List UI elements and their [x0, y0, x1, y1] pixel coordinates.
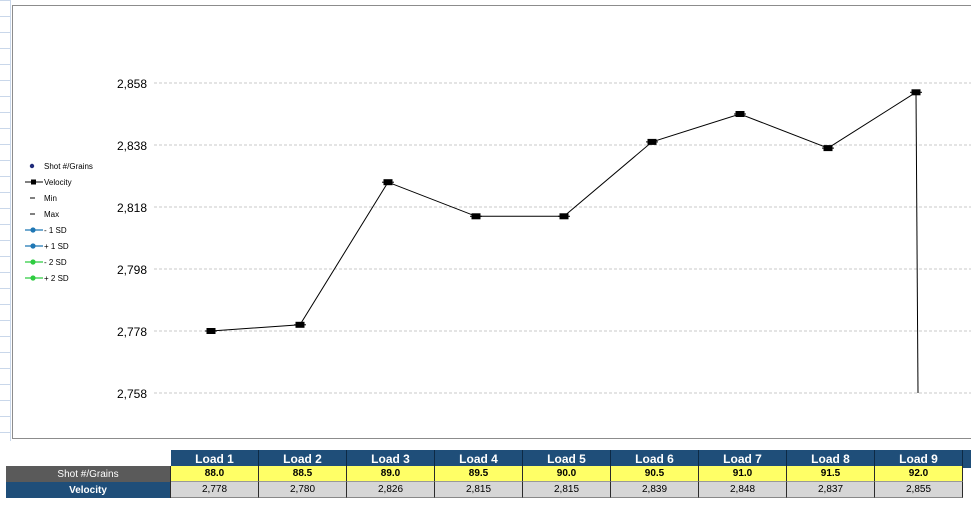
- legend-item[interactable]: - 1 SD: [24, 222, 93, 238]
- table-header-cell: Load 1: [171, 450, 259, 468]
- table-header-cell: Load 6: [611, 450, 699, 468]
- table-header-row: Load 1 Load 2 Load 3 Load 4 Load 5 Load 6 Load…: [171, 450, 971, 468]
- legend-item[interactable]: + 2 SD: [24, 270, 93, 286]
- legend-label: Max: [44, 209, 60, 219]
- legend-symbol-icon: [30, 197, 35, 199]
- legend-symbol-icon: [25, 227, 43, 233]
- shot-grains-cell[interactable]: 92.0: [875, 466, 963, 482]
- drop-line: [915, 92, 919, 394]
- legend-symbol-icon: [30, 213, 35, 215]
- table-header-cell: Load 7: [699, 450, 787, 468]
- table-header-cell: Load 8: [787, 450, 875, 468]
- velocity-cell[interactable]: 2,855: [875, 482, 963, 498]
- legend-label: Shot #/Grains: [44, 161, 93, 171]
- table-header-cell: Load 9: [875, 450, 963, 468]
- table-row-velocity: Velocity 2,778 2,780 2,826 2,815 2,815 2,839 2…: [6, 482, 963, 498]
- legend-item[interactable]: Max: [24, 206, 93, 222]
- shot-grains-cell[interactable]: 89.5: [435, 466, 523, 482]
- table-header-cell: Load 3: [347, 450, 435, 468]
- y-tick-label: 2,798: [117, 263, 147, 277]
- legend-label: - 1 SD: [44, 225, 67, 235]
- legend-label: + 1 SD: [44, 241, 69, 251]
- shot-grains-cell[interactable]: 91.5: [787, 466, 875, 482]
- shot-grains-cell[interactable]: 88.0: [171, 466, 259, 482]
- table-header-cell: Load 4: [435, 450, 523, 468]
- velocity-cell[interactable]: 2,837: [787, 482, 875, 498]
- legend-symbol-icon: [25, 243, 43, 249]
- y-tick-label: 2,838: [117, 139, 147, 153]
- legend-item[interactable]: Min: [24, 190, 93, 206]
- legend-label: - 2 SD: [44, 257, 67, 267]
- table-header-cell: Load 2: [259, 450, 347, 468]
- chart-legend[interactable]: Shot #/Grains Velocity Min Max - 1 SD + 1 SD -…: [24, 158, 93, 286]
- legend-symbol-icon: [25, 179, 43, 185]
- legend-item[interactable]: Velocity: [24, 174, 93, 190]
- table-header-cell-cutoff: [963, 450, 971, 468]
- velocity-cell[interactable]: 2,815: [523, 482, 611, 498]
- shot-grains-cell[interactable]: 88.5: [259, 466, 347, 482]
- velocity-label: Velocity: [6, 482, 171, 498]
- legend-symbol-icon: [25, 259, 43, 265]
- legend-label: Velocity: [44, 177, 72, 187]
- chart-area[interactable]: 2,858 2,838 2,818 2,798 2,778 2,758: [12, 5, 971, 439]
- shot-grains-cell[interactable]: 89.0: [347, 466, 435, 482]
- velocity-cell[interactable]: 2,815: [435, 482, 523, 498]
- velocity-line-chart[interactable]: 2,858 2,838 2,818 2,798 2,778 2,758: [13, 6, 971, 438]
- legend-symbol-icon: [29, 163, 35, 169]
- legend-symbol-icon: [25, 275, 43, 281]
- table-row-shot: Shot #/Grains 88.0 88.5 89.0 89.5 90.0 90.5 91…: [6, 466, 963, 482]
- velocity-cell[interactable]: 2,826: [347, 482, 435, 498]
- shot-grains-cell[interactable]: 90.5: [611, 466, 699, 482]
- table-header-cell: Load 5: [523, 450, 611, 468]
- y-tick-label: 2,758: [117, 387, 147, 401]
- legend-item[interactable]: Shot #/Grains: [24, 158, 93, 174]
- legend-label: Min: [44, 193, 57, 203]
- legend-item[interactable]: + 1 SD: [24, 238, 93, 254]
- velocity-cell[interactable]: 2,778: [171, 482, 259, 498]
- velocity-cell[interactable]: 2,848: [699, 482, 787, 498]
- velocity-cell[interactable]: 2,839: [611, 482, 699, 498]
- y-tick-label: 2,778: [117, 325, 147, 339]
- legend-item[interactable]: - 2 SD: [24, 254, 93, 270]
- legend-label: + 2 SD: [44, 273, 69, 283]
- y-tick-label: 2,858: [117, 77, 147, 91]
- shot-grains-cell[interactable]: 91.0: [699, 466, 787, 482]
- velocity-cell[interactable]: 2,780: [259, 482, 347, 498]
- y-tick-label: 2,818: [117, 201, 147, 215]
- shot-grains-label: Shot #/Grains: [6, 466, 171, 482]
- velocity-series-line: [210, 91, 917, 332]
- shot-grains-cell[interactable]: 90.0: [523, 466, 611, 482]
